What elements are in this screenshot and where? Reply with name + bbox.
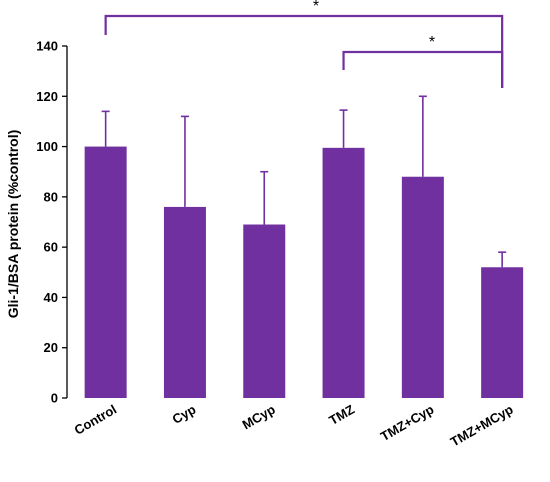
x-tick-label: TMZ xyxy=(326,402,357,428)
bars xyxy=(84,146,524,398)
bar-cyp xyxy=(163,206,206,398)
significance-asterisk: * xyxy=(429,34,435,51)
y-tick-label: 60 xyxy=(44,240,58,255)
bar-tmz-cyp xyxy=(401,176,444,398)
x-tick-label: MCyp xyxy=(240,402,278,433)
x-tick-label: Cyp xyxy=(170,402,199,427)
bar-mcyp xyxy=(243,224,286,398)
error-bars xyxy=(101,95,507,268)
y-axis: 0 20 40 60 80 100 120 140 xyxy=(36,39,68,406)
bar-control xyxy=(84,146,127,398)
y-tick-label: 120 xyxy=(36,89,58,104)
significance-asterisk: * xyxy=(313,0,319,15)
y-tick-label: 140 xyxy=(36,39,58,54)
x-tick-label: Control xyxy=(72,402,120,438)
y-tick-label: 100 xyxy=(36,139,58,154)
x-tick-label: TMZ+MCyp xyxy=(448,402,516,450)
x-tick-label: TMZ+Cyp xyxy=(378,402,437,444)
y-tick-label: 40 xyxy=(44,290,58,305)
y-tick-label: 80 xyxy=(44,189,58,204)
y-tick-label: 0 xyxy=(51,391,58,406)
bar-tmz-mcyp xyxy=(481,267,524,398)
bar-tmz xyxy=(322,147,365,398)
y-tick-label: 20 xyxy=(44,340,58,355)
significance-brackets: ** xyxy=(104,0,504,88)
y-axis-title: Gli-1/BSA protein (%control) xyxy=(5,130,21,318)
x-axis-labels: Control Cyp MCyp TMZ TMZ+Cyp TMZ+MCyp xyxy=(72,402,516,450)
significance-bracket xyxy=(342,50,504,88)
